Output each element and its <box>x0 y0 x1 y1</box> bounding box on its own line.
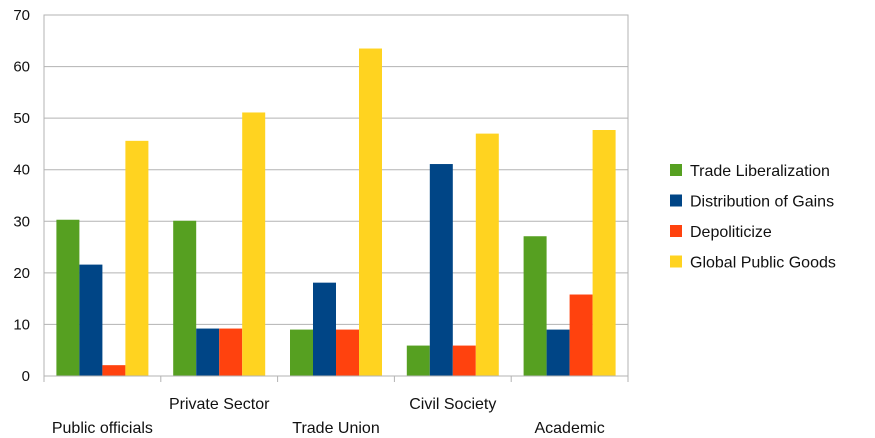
axes <box>43 14 629 382</box>
bar <box>173 220 197 376</box>
y-tick-label: 40 <box>13 162 30 179</box>
bar <box>452 345 476 376</box>
y-tick-labels: 0 10 20 30 40 50 60 70 <box>13 7 30 385</box>
category-label: Public officials <box>52 420 153 437</box>
y-tick-label: 50 <box>13 110 30 127</box>
bar <box>429 164 453 376</box>
legend-label: Global Public Goods <box>690 255 836 272</box>
bar <box>79 264 103 376</box>
y-tick-label: 30 <box>13 213 30 230</box>
bar <box>359 48 382 377</box>
legend-swatch <box>670 225 682 237</box>
bar <box>242 112 266 376</box>
bar <box>569 294 593 376</box>
bar <box>56 219 80 376</box>
y-tick-label: 20 <box>13 265 30 282</box>
bar <box>102 365 126 376</box>
y-tick-label: 10 <box>13 316 30 333</box>
bar <box>523 236 547 376</box>
category-label: Civil Society <box>409 396 496 413</box>
bar <box>196 328 220 376</box>
category-label: Trade Union <box>292 420 379 437</box>
legend-swatch <box>670 164 682 176</box>
legend-swatch <box>670 255 682 268</box>
legend-swatch <box>670 194 682 207</box>
bar <box>592 130 616 376</box>
bar <box>290 329 313 376</box>
legend-label: Trade Liberalization <box>690 163 830 180</box>
bar <box>336 329 359 376</box>
legend: Trade Liberalization Distribution of Gain… <box>670 163 836 272</box>
legend-label: Depoliticize <box>690 224 772 241</box>
bar <box>546 329 570 376</box>
bar <box>406 345 430 376</box>
bar <box>219 328 243 376</box>
bars <box>56 48 616 377</box>
category-labels: Public officials Private Sector Trade Unio… <box>52 396 605 437</box>
bar <box>313 282 336 376</box>
plot-frame <box>43 14 629 377</box>
bar <box>475 133 499 376</box>
category-label: Academic <box>534 420 604 437</box>
y-tick-label: 70 <box>13 7 30 24</box>
legend-label: Distribution of Gains <box>690 194 834 211</box>
category-label: Private Sector <box>169 396 270 413</box>
y-tick-label: 60 <box>13 59 30 76</box>
y-tick-label: 0 <box>22 368 30 385</box>
bar <box>125 140 149 376</box>
